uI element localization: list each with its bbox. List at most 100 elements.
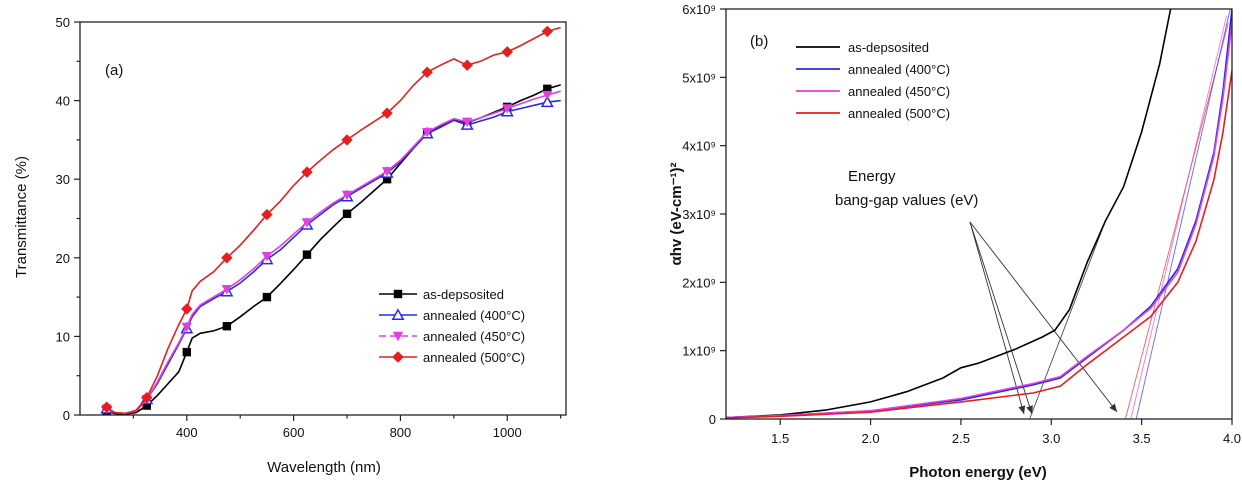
panel-a-y-tick-label: 30 — [56, 172, 70, 187]
panel-a-series-3-point — [381, 107, 393, 119]
panel-a-legend-marker — [393, 289, 403, 299]
panel-a-series-3-point — [501, 46, 513, 58]
panel-a-legend-marker — [391, 308, 405, 320]
panel-b-axes: 1.5 2.0 2.5 3.0 3.5 4.0 0 1x10⁹ 2x10⁹ 3x10⁹ 4x10⁹ 5… — [682, 2, 1241, 446]
panel-a-series-0-point — [342, 209, 352, 218]
panel-b-y-tick-label: 1x10⁹ — [682, 344, 716, 359]
panel-a-series-line-3 — [106, 26, 561, 415]
panel-b-annotation-arrowhead — [1026, 405, 1033, 414]
panel-b-tangent-line-0 — [1029, 220, 1106, 420]
panel-a-x-tick-label: 400 — [176, 425, 198, 440]
panel-b-legend-label: annealed (450°C) — [848, 84, 950, 99]
panel-b-series-line-1 — [726, 9, 1232, 419]
panel-a-y-axis-title: Transmittance (%) — [13, 156, 30, 278]
panel-b-annotation-arrowhead — [1018, 405, 1026, 414]
panel-a-series-2-point — [261, 252, 273, 262]
panel-a-series-2-point — [542, 90, 553, 101]
panel-a-series-0-point — [302, 250, 312, 259]
panel-a-series-3-point — [341, 134, 353, 146]
panel-a-series-3-point — [421, 66, 433, 79]
panel-b-plot-frame — [725, 8, 1233, 420]
panel-b-annotation-arrow-0 — [969, 221, 1025, 415]
panel-b-series-line-0 — [726, 9, 1172, 419]
panel-a-series-0-point — [543, 84, 552, 94]
panel-a-legend-label: as-depsosited — [423, 287, 504, 302]
panel-a-label: (a) — [105, 62, 123, 79]
panel-b-annotation-arrow-2 — [969, 221, 1118, 413]
panel-b-y-tick-label: 4x10⁹ — [682, 139, 716, 154]
panel-a-series-3-point — [301, 166, 313, 178]
panel-b-annotation-arrows — [969, 8, 1231, 420]
panel-a-series-2-point — [502, 104, 513, 114]
panel-a-y-tick-label: 20 — [56, 251, 70, 266]
panel-a-series-line-2 — [106, 90, 561, 415]
panel-b-y-tick-label: 5x10⁹ — [682, 70, 716, 85]
panel-b-legend-label: annealed (500°C) — [848, 106, 950, 121]
panel-b-annotation-line-1: Energy — [848, 168, 896, 185]
panel-b-x-tick-label: 4.0 — [1223, 431, 1241, 446]
panel-b-x-tick-label: 3.0 — [1042, 431, 1060, 446]
panel-a-series-3-point — [261, 208, 273, 221]
panel-b-annotation-line-2: bang-gap values (eV) — [835, 192, 978, 209]
panel-a-y-tick-label: 40 — [56, 94, 70, 109]
panel-a-series-3-point — [461, 59, 473, 71]
panel-b-tangent-line-2 — [1130, 15, 1228, 420]
panel-a-legend-marker — [392, 331, 404, 342]
panel-a-series-3-point — [141, 392, 153, 404]
panel-b-legend-label: annealed (400°C) — [848, 62, 950, 77]
panel-b-legend-label: as-depsosited — [848, 40, 929, 55]
panel-b-series-line-2 — [726, 22, 1232, 419]
panel-b-y-tick-label: 2x10⁹ — [682, 275, 716, 290]
panel-b-x-tick-label: 2.0 — [862, 431, 880, 446]
panel-a-x-tick-label: 1000 — [493, 425, 522, 440]
panel-a-series-1-point — [540, 95, 554, 108]
panel-a-legend-label: annealed (400°C) — [423, 308, 525, 323]
panel-a-series-2-point — [341, 190, 353, 201]
panel-b-legend: as-depsosited annealed (400°C) annealed (4… — [796, 40, 950, 121]
panel-a-series-0-point — [222, 321, 232, 331]
panel-a-series-3-point — [221, 252, 233, 264]
panel-a-series-0-point — [382, 175, 392, 184]
panel-b-y-tick-label: 3x10⁹ — [682, 207, 716, 222]
panel-b-y-tick-label: 6x10⁹ — [682, 2, 716, 17]
panel-a-y-tick-label: 50 — [56, 15, 70, 30]
panel-b-annotation-arrowhead — [1109, 403, 1117, 412]
panel-a-legend-label: annealed (500°C) — [423, 350, 525, 365]
panel-a-legend-marker — [392, 351, 404, 363]
panel-a-y-tick-label: 0 — [63, 408, 70, 423]
panel-b-series-line-3 — [726, 70, 1232, 419]
panel-b-annotation-arrow-1 — [969, 221, 1033, 415]
panel-a-series-2-point — [301, 218, 313, 228]
panel-a-x-tick-label: 800 — [390, 425, 412, 440]
panel-a-series-line-1 — [106, 99, 561, 415]
panel-b-x-tick-label: 1.5 — [771, 431, 789, 446]
panel-a-series-2-point — [461, 117, 473, 128]
panel-a-series-group — [100, 25, 561, 416]
panel-a-transmittance-chart: 400 600 800 1000 0 10 20 30 40 50 (a) Wavelength … — [13, 15, 567, 476]
panel-b-y-axis-title: αhv (eV-cm⁻¹)² — [668, 163, 685, 266]
panel-b-x-tick-label: 3.5 — [1133, 431, 1151, 446]
panel-a-series-2-point — [421, 127, 433, 138]
panel-b-label: (b) — [750, 33, 768, 50]
panel-a-y-tick-label: 10 — [56, 329, 70, 344]
panel-a-series-0-point — [182, 347, 192, 357]
panel-b-x-axis-title: Photon energy (eV) — [909, 464, 1047, 481]
panel-b-series-group — [726, 9, 1232, 419]
panel-b-tauc-plot: 1.5 2.0 2.5 3.0 3.5 4.0 0 1x10⁹ 2x10⁹ 3x10⁹ 4x10⁹ 5… — [668, 2, 1241, 481]
panel-a-series-3-point — [101, 401, 113, 413]
panel-a-series-3-point — [541, 25, 554, 38]
panel-a-series-2-point — [181, 322, 193, 333]
panel-b-tangent-line-1 — [1124, 22, 1229, 420]
panel-a-series-3-point — [181, 303, 193, 315]
panel-a-series-0-point — [142, 401, 151, 410]
panel-b-y-tick-label: 0 — [709, 412, 716, 427]
panel-b-tangent-line-3 — [1135, 8, 1231, 420]
panel-a-series-0-point — [262, 292, 272, 302]
panel-a-x-axis-title: Wavelength (nm) — [267, 459, 381, 476]
panel-b-x-tick-label: 2.5 — [952, 431, 970, 446]
panel-a-legend-label: annealed (450°C) — [423, 329, 525, 344]
panel-a-series-2-point — [221, 285, 233, 295]
panel-a-axes: 400 600 800 1000 0 10 20 30 40 50 — [56, 15, 567, 440]
panel-a-series-2-point — [381, 167, 393, 177]
